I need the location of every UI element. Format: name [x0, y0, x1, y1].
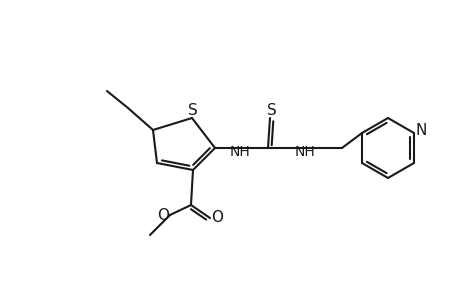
Text: O: O [211, 211, 223, 226]
Text: S: S [267, 103, 276, 118]
Text: NH: NH [229, 145, 250, 159]
Text: S: S [188, 103, 197, 118]
Text: N: N [414, 122, 426, 137]
Text: O: O [157, 208, 168, 223]
Text: NH: NH [294, 145, 315, 159]
